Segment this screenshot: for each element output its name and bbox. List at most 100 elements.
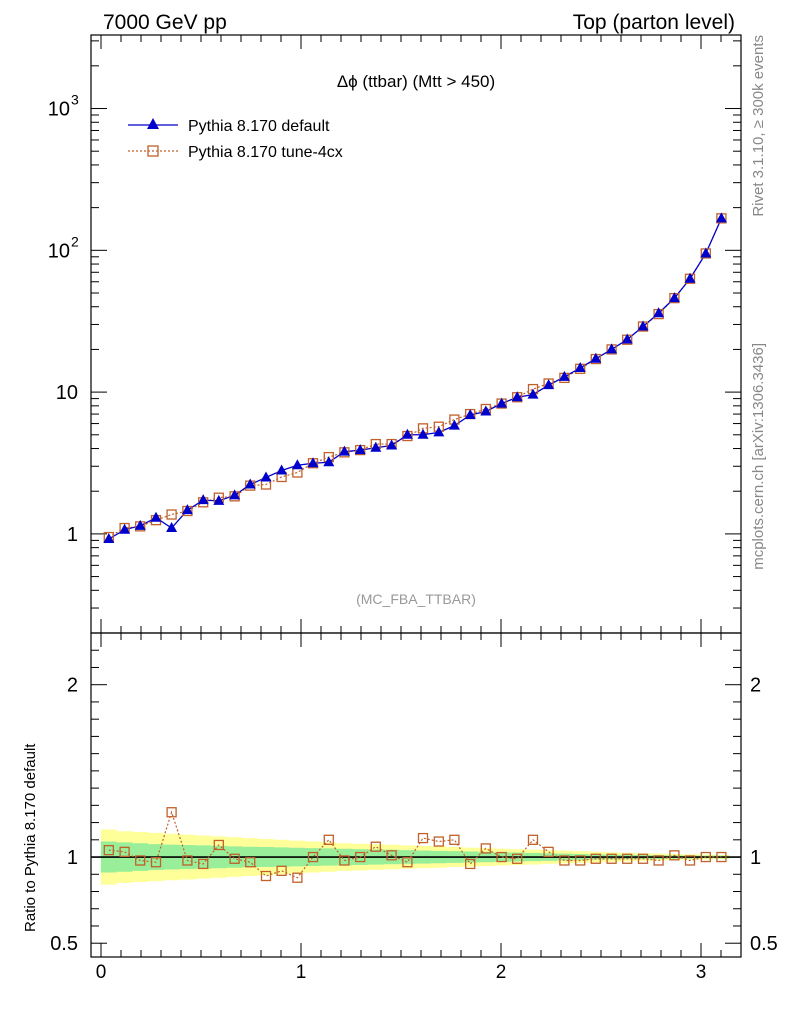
ratio-point-tune <box>355 851 366 863</box>
ratio-point-tune <box>512 853 523 864</box>
x-tick-labels: 0 1 2 3 <box>96 962 707 983</box>
legend-item-default: Pythia 8.170 default <box>128 118 330 135</box>
point-default <box>684 272 696 283</box>
ratio-point-tune <box>166 807 177 818</box>
ratio-point-tune <box>323 834 334 845</box>
ratio-point-tune <box>622 853 633 864</box>
point-default <box>150 511 162 522</box>
ratio-y-label: Ratio to Pythia 8.170 default <box>22 743 39 932</box>
header-right: Top (parton level) <box>573 11 735 34</box>
ratio-point-tune <box>229 853 240 864</box>
y-tick-label: 10 <box>48 99 70 121</box>
series-line-default <box>108 218 722 540</box>
ratio-tick-label-left: 2 <box>67 675 78 697</box>
ratio-line-tune <box>108 810 722 879</box>
point-default <box>590 352 602 363</box>
point-default <box>511 391 523 402</box>
legend-label-default: Pythia 8.170 default <box>188 118 330 135</box>
ratio-point-tune <box>527 834 539 845</box>
point-default <box>401 428 413 439</box>
chart-title: Δϕ (ttbar) (Mtt > 450) <box>337 72 495 91</box>
point-default <box>291 459 303 470</box>
ratio-tick-label-right: 0.5 <box>750 933 778 955</box>
x-tick-label: 1 <box>296 962 307 983</box>
mcplots-label: mcplots.cern.ch [arXiv:1306.3436] <box>750 343 767 570</box>
point-default <box>480 405 492 416</box>
ratio-point-tune <box>307 851 319 863</box>
point-default <box>621 333 633 344</box>
point-default <box>386 439 398 450</box>
ratio-point-tune <box>684 855 696 866</box>
ratio-point-tune <box>653 855 664 866</box>
ratio-point-tune <box>480 843 491 854</box>
point-default <box>464 408 476 419</box>
ratio-point-tune <box>637 853 649 864</box>
point-default <box>181 504 193 515</box>
ratio-point-tune <box>669 850 680 861</box>
y-tick-exponent: 3 <box>71 92 79 108</box>
legend-item-tune: Pythia 8.170 tune-4cx <box>128 144 343 161</box>
point-tune <box>166 509 177 520</box>
point-default <box>229 489 241 500</box>
x-tick-label: 2 <box>496 962 507 983</box>
y-tick-label: 10 <box>56 382 78 404</box>
ratio-frame <box>90 632 742 958</box>
ratio-tick-label-right: 1 <box>750 847 761 869</box>
ratio-point-tune <box>260 870 272 882</box>
ratio-point-tune <box>606 853 617 864</box>
ratio-point-tune <box>559 855 570 866</box>
point-default <box>323 456 335 467</box>
point-default <box>574 361 586 372</box>
point-default <box>700 247 712 258</box>
point-default <box>637 320 649 331</box>
ratio-point-tune <box>465 858 476 870</box>
ratio-point-tune <box>496 851 507 863</box>
point-default <box>543 379 555 390</box>
ratio-point-tune <box>575 855 586 866</box>
legend: Pythia 8.170 default Pythia 8.170 tune-4… <box>128 118 343 161</box>
watermark: (MC_FBA_TTBAR) <box>356 591 476 607</box>
ratio-point-tune <box>213 839 224 851</box>
ratio-point-tune <box>402 857 413 868</box>
point-default <box>119 523 131 534</box>
point-default <box>448 419 460 430</box>
legend-label-tune: Pythia 8.170 tune-4cx <box>188 144 343 161</box>
point-default <box>213 494 225 505</box>
ratio-point-tune <box>386 850 397 861</box>
series-line-tune <box>108 218 722 538</box>
ratio-point-tune <box>370 841 381 852</box>
point-default <box>433 426 445 437</box>
ratio-ticks: 0.5 0.5 1 1 2 2 <box>50 633 778 957</box>
rivet-label: Rivet 3.1.10, ≥ 300k events <box>750 35 767 217</box>
main-series <box>103 212 727 544</box>
ratio-point-tune <box>339 855 350 866</box>
ratio-point-tune <box>245 857 256 868</box>
ratio-point-tune <box>103 844 114 856</box>
ratio-tick-label-left: 1 <box>67 847 78 869</box>
ratio-point-tune <box>150 857 162 868</box>
ratio-point-tune <box>135 855 146 866</box>
y-tick-label: 1 <box>67 524 78 546</box>
point-tune <box>292 467 303 478</box>
ratio-series <box>91 807 741 883</box>
x-tick-label: 0 <box>96 962 107 983</box>
ratio-point-tune <box>417 832 429 844</box>
point-default <box>103 533 115 544</box>
point-default <box>166 522 178 533</box>
point-default <box>197 494 209 505</box>
point-default <box>370 441 382 452</box>
point-default <box>496 397 508 408</box>
point-default <box>653 307 665 318</box>
ratio-tick-label-right: 2 <box>750 675 761 697</box>
ratio-point-tune <box>590 853 601 864</box>
ratio-tick-label-left: 0.5 <box>50 933 78 955</box>
ratio-point-tune <box>449 834 460 845</box>
x-tick-label: 3 <box>696 962 707 983</box>
point-default <box>307 457 319 468</box>
legend-square-marker <box>147 145 159 157</box>
header-left: 7000 GeV pp <box>103 11 227 34</box>
point-default <box>668 292 680 303</box>
